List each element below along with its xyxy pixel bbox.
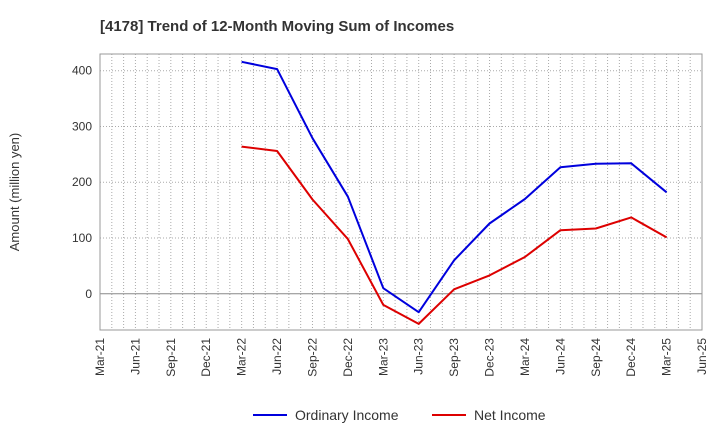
- series-line-ordinary-income: [241, 60, 668, 314]
- y-tick-labels: 0 100 200 300 400: [72, 64, 92, 301]
- x-tick-label: Mar-25: [660, 338, 674, 376]
- series-line-net-income: [241, 145, 668, 325]
- plot-frame: [99, 53, 703, 331]
- x-tick-label: Jun-23: [412, 338, 426, 375]
- x-tick-labels: Mar-21 Jun-21 Sep-21 Dec-21 Mar-22 Jun-22 Sep-…: [93, 338, 709, 377]
- x-tick-label: Jun-25: [695, 338, 709, 375]
- x-tick-label: Sep-24: [589, 338, 603, 377]
- legend-label: Ordinary Income: [295, 407, 399, 423]
- x-tick-label: Sep-22: [305, 338, 319, 377]
- x-tick-label: Mar-23: [376, 338, 390, 376]
- x-tick-label: Dec-23: [483, 338, 497, 377]
- series-group: [241, 60, 668, 325]
- x-tick-label: Jun-22: [270, 338, 284, 375]
- x-tick-label: Dec-21: [199, 338, 213, 377]
- x-tick-label: Dec-24: [624, 338, 638, 377]
- grid: [100, 54, 702, 330]
- y-tick-label: 100: [72, 231, 92, 245]
- x-tick-label: Sep-21: [164, 338, 178, 377]
- x-tick-label: Jun-24: [553, 338, 567, 375]
- x-tick-label: Dec-22: [341, 338, 355, 377]
- x-tick-label: Mar-21: [93, 338, 107, 376]
- y-tick-label: 300: [72, 119, 92, 133]
- y-tick-label: 200: [72, 175, 92, 189]
- chart-title: [4178] Trend of 12-Month Moving Sum of I…: [100, 18, 454, 35]
- legend-label: Net Income: [474, 407, 546, 423]
- x-tick-label: Jun-21: [128, 338, 142, 375]
- legend: Ordinary Income Net Income: [253, 407, 546, 423]
- x-tick-label: Mar-24: [518, 338, 532, 376]
- y-axis-label: Amount (million yen): [7, 133, 22, 252]
- x-tick-label: Sep-23: [447, 338, 461, 377]
- y-tick-label: 400: [72, 64, 92, 78]
- y-tick-label: 0: [85, 287, 92, 301]
- x-tick-label: Mar-22: [235, 338, 249, 376]
